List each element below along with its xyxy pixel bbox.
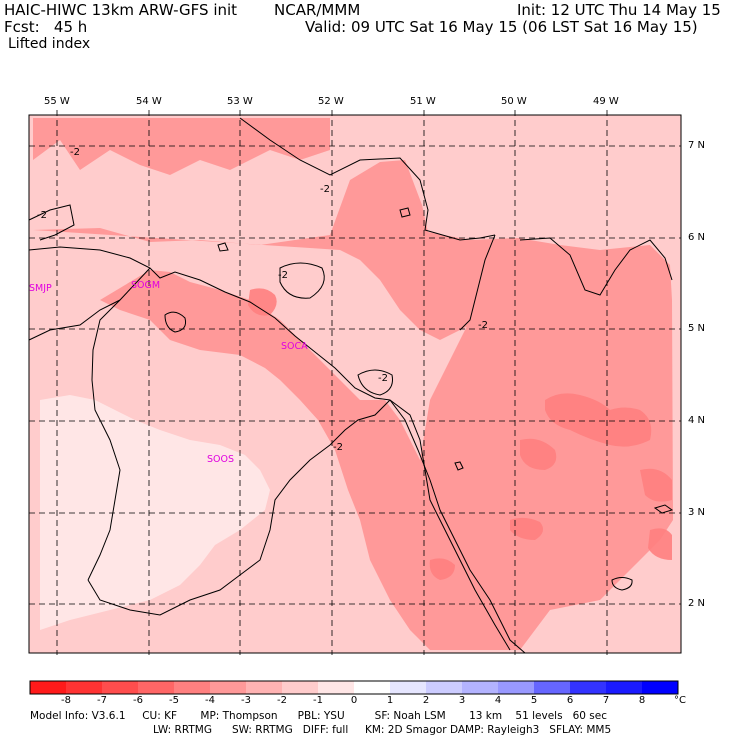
colorbar-label: -4 [205,695,215,706]
contour-north-line [239,117,496,241]
contour-east-line [459,234,673,331]
colorbar-label: 5 [530,695,538,706]
model-info-line2: LW: RRTMG SW: RRTMG DIFF: full KM: 2D Sm… [153,724,612,736]
colorbar-label: 4 [494,695,502,706]
colorbar-cell [462,681,499,694]
contour-label: -2 [278,270,288,281]
contour-small-7 [399,207,411,218]
org-label: NCAR/MMM [274,1,361,19]
colorbar-label: -3 [241,695,251,706]
border-central [87,399,391,616]
colorbar-cell [606,681,643,694]
contour-small-5 [454,461,464,471]
model-info-line1: Model Info: V3.6.1 CU: KF MP: Thompson P… [30,710,607,722]
station-labels: SMJP SOGM SOCA SOOS [29,280,308,465]
colorbar [29,680,679,695]
lat-label: 6 N [688,232,706,243]
colorbar-label: 8 [638,695,646,706]
colorbar-cell [210,681,247,694]
contour-labels: -2 -2 -2 -2 -2 -2 -2 [37,147,488,453]
colorbar-cell [282,681,319,694]
lat-label: 7 N [688,140,706,151]
colorbar-label: -5 [169,695,179,706]
lon-label: 55 W [44,96,70,107]
colorbar-cell [390,681,427,694]
contour-label: -2 [478,320,488,331]
contour-label: -2 [37,210,47,221]
contour-small-1 [279,262,325,299]
colorbar-label: 2 [422,695,430,706]
station-label: SOGM [131,280,160,291]
colorbar-label: 3 [458,695,466,706]
colorbar-label: -6 [133,695,143,706]
colorbar-cell [318,681,355,694]
lat-label: 2 N [688,598,706,609]
contour-small-4 [611,577,633,591]
colorbar-cell [102,681,139,694]
colorbar-label: 1 [386,695,394,706]
colorbar-cell [30,681,67,694]
lon-label: 51 W [410,96,436,107]
colorbar-cell [246,681,283,694]
forecast-hour: Fcst: 45 h [4,18,88,36]
colorbar-cell [174,681,211,694]
lat-label: 4 N [688,415,706,426]
contour-label: -2 [333,442,343,453]
shading-band-minus2-3 [33,118,673,650]
latlon-grid [29,110,681,655]
colorbar-cell [354,681,391,694]
lon-label: 54 W [136,96,162,107]
station-label: SOOS [207,454,234,465]
land-lightest-region [40,395,270,630]
coastline [28,246,526,654]
border-east [389,399,511,651]
shading-patches-minus3-4 [248,288,672,580]
lat-label: 5 N [688,323,706,334]
model-title: HAIC-HIWC 13km ARW-GFS init [4,1,238,19]
field-name: Lifted index [8,36,91,52]
lat-label: 3 N [688,507,706,518]
lon-label: 50 W [501,96,527,107]
colorbar-cell [138,681,175,694]
contour-small-2 [164,311,186,333]
colorbar-label: -7 [97,695,107,706]
colorbar-cell [570,681,607,694]
init-time: Init: 12 UTC Thu 14 May 15 [517,1,721,19]
colorbar-cell [642,681,679,694]
map-frame [28,114,682,654]
contour-small-3 [357,369,393,396]
contour-label: -2 [378,373,388,384]
contour-label: -2 [70,147,80,158]
colorbar-label: 7 [602,695,610,706]
colorbar-cell [534,681,571,694]
border-west [87,267,151,581]
colorbar-label: -8 [61,695,71,706]
lon-label: 52 W [318,96,344,107]
contour-small-8 [653,504,674,514]
station-label: SMJP [29,283,52,294]
contour-label: -2 [320,184,330,195]
lon-label: 53 W [227,96,253,107]
colorbar-label: 0 [350,695,358,706]
colorbar-cell [426,681,463,694]
valid-time: Valid: 09 UTC Sat 16 May 15 (06 LST Sat … [305,18,698,36]
colorbar-unit: °C [674,695,686,706]
contour-small-6 [217,242,229,252]
colorbar-label: -2 [277,695,287,706]
colorbar-cell [498,681,535,694]
colorbar-label: -1 [313,695,323,706]
contour-sea-west [28,299,121,341]
colorbar-label: 6 [566,695,574,706]
lon-label: 49 W [593,96,619,107]
coastline-borders [28,117,674,654]
colorbar-cell [66,681,103,694]
contour-west-loop [28,204,75,241]
station-label: SOCA [281,341,308,352]
